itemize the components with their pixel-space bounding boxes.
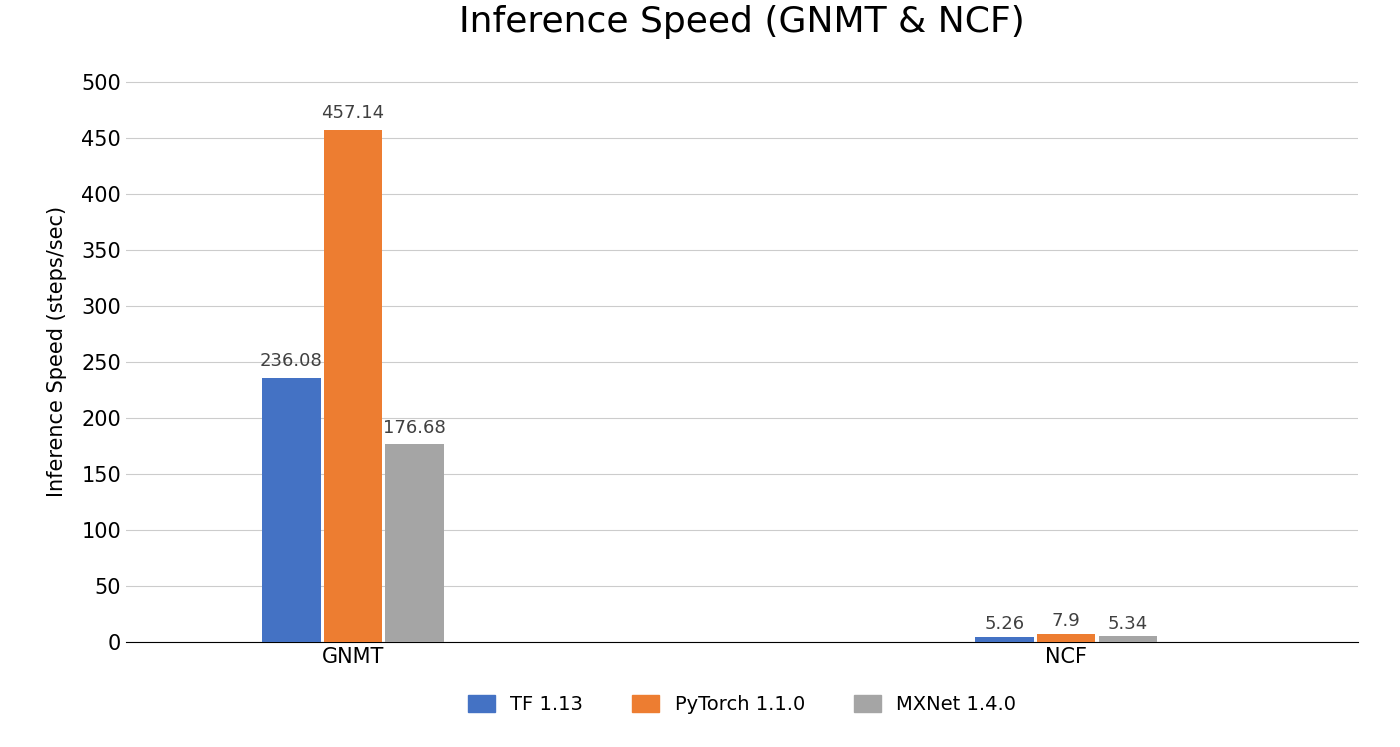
Text: 457.14: 457.14: [322, 105, 385, 123]
Bar: [262, 378, 321, 642]
Text: 176.68: 176.68: [384, 418, 447, 436]
Legend: TF 1.13, PyTorch 1.1.0, MXNet 1.4.0: TF 1.13, PyTorch 1.1.0, MXNet 1.4.0: [468, 695, 1016, 714]
Text: 5.26: 5.26: [984, 616, 1025, 633]
Text: 236.08: 236.08: [260, 352, 323, 370]
Y-axis label: Inference Speed (steps/sec): Inference Speed (steps/sec): [48, 205, 67, 497]
Bar: [976, 636, 1033, 642]
Bar: [385, 444, 444, 642]
Text: 7.9: 7.9: [1051, 613, 1081, 630]
Bar: [1099, 636, 1156, 642]
Title: Inference Speed (GNMT & NCF): Inference Speed (GNMT & NCF): [459, 5, 1025, 39]
Bar: [1037, 633, 1095, 642]
Text: 5.34: 5.34: [1107, 615, 1148, 633]
Bar: [323, 130, 382, 642]
